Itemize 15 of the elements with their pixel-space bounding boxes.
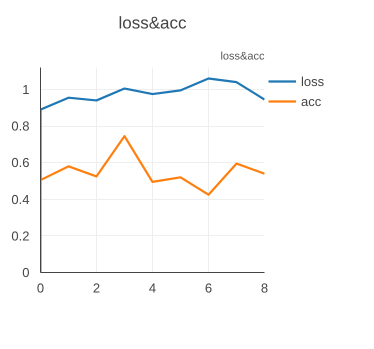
legend-label: loss	[301, 74, 324, 88]
x-tick-label: 8	[260, 280, 268, 296]
y-tick-label: 0.2	[11, 228, 30, 244]
y-tick-label: 0.8	[11, 118, 30, 134]
x-tick-label: 0	[36, 280, 44, 296]
chart-title: loss&acc	[118, 14, 188, 32]
text: loss&acc	[220, 50, 265, 62]
legend-label: acc	[301, 94, 322, 108]
y-tick-label: 1	[22, 82, 30, 97]
x-tick-label: 2	[92, 280, 100, 296]
x-tick-label: 6	[204, 280, 212, 296]
y-tick-label: 0.4	[11, 192, 30, 207]
x-tick-label: 4	[148, 280, 156, 296]
y-tick-label: 0	[22, 265, 30, 280]
y-tick-label: 0.6	[11, 155, 30, 170]
